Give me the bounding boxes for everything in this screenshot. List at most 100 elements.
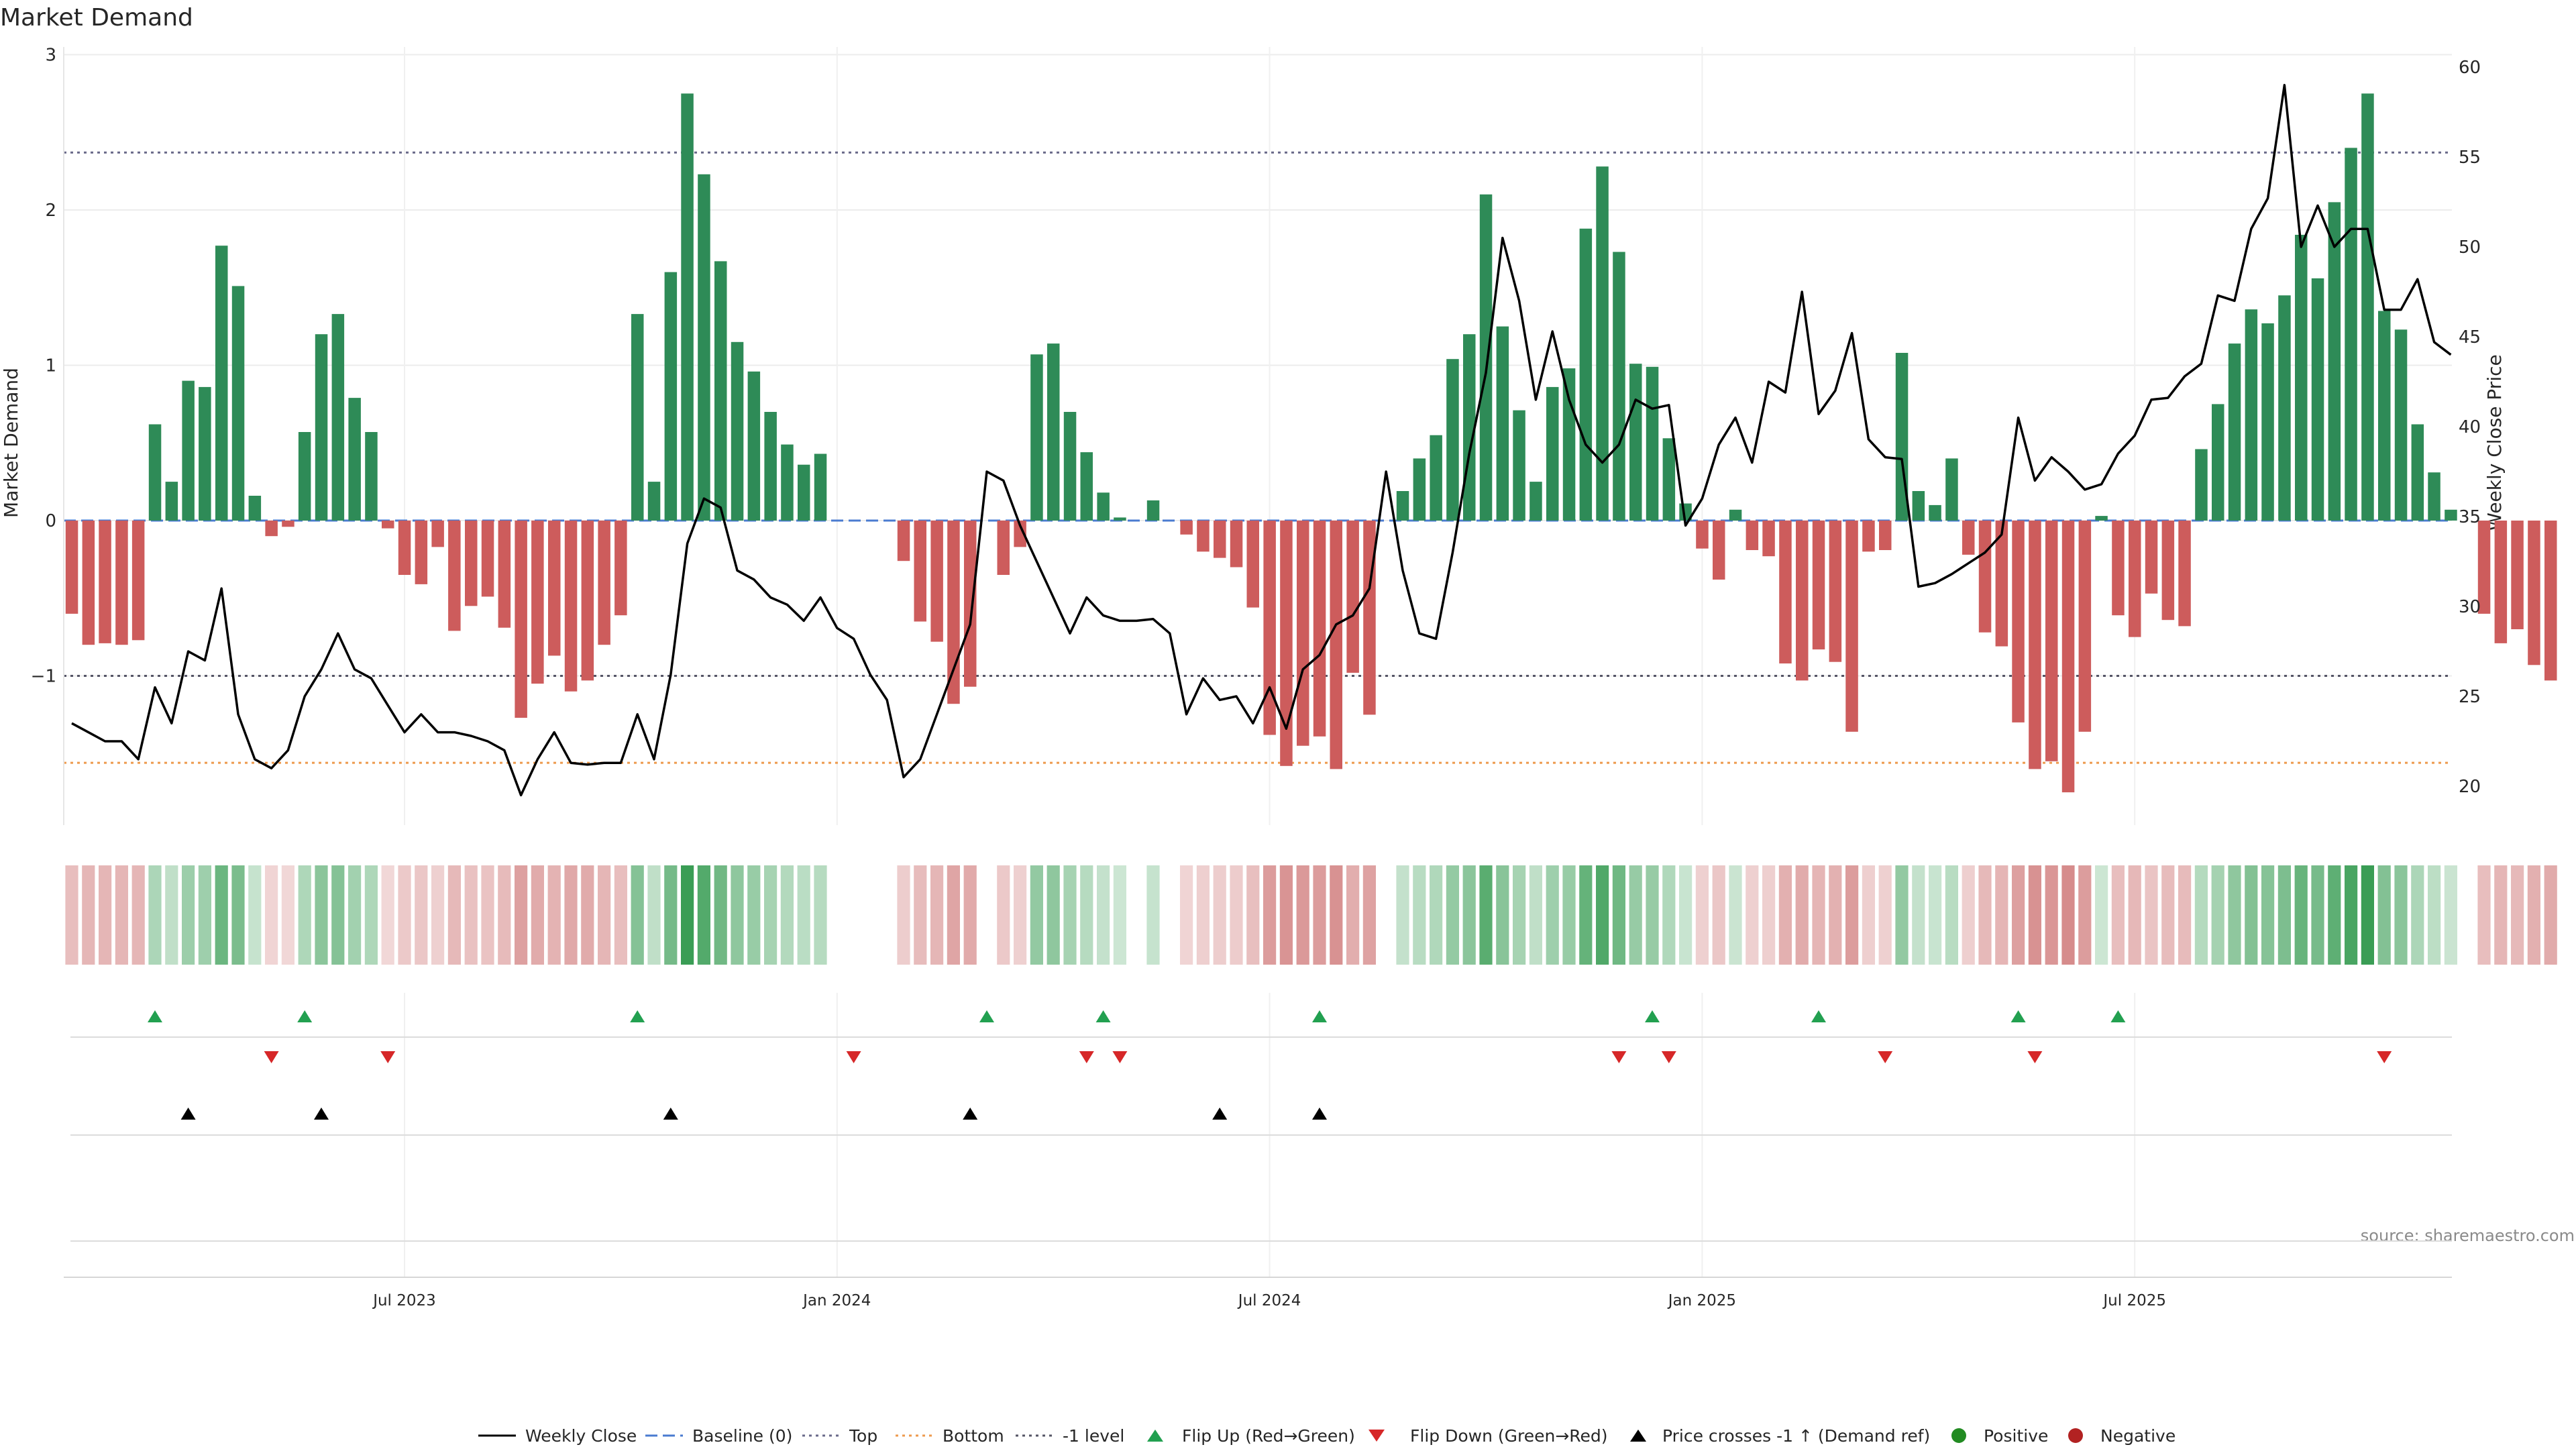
legend-negative-dot-icon [2068, 1428, 2083, 1443]
demand-bar [1246, 521, 1259, 608]
heat-cell [1945, 865, 1958, 965]
weekly-close-line-group [71, 84, 2452, 797]
axes: 3 2 1 0 −1 60 55 50 45 40 35 30 25 20 Jul 2023 Jan 2024… [31, 46, 2481, 1310]
demand-bar [964, 521, 977, 687]
heat-cell [930, 865, 944, 965]
reference-lines [64, 151, 2452, 764]
heat-cell [1496, 865, 1509, 965]
demand-bar [382, 521, 394, 529]
demand-bar [2245, 309, 2258, 521]
heat-cell [1030, 865, 1043, 965]
heat-cell [298, 865, 311, 965]
demand-bar [2345, 148, 2357, 521]
demand-bar [1662, 438, 1676, 521]
x-tick-label: Jan 2024 [802, 1292, 871, 1309]
heat-cell [2394, 865, 2408, 965]
heat-cell [2361, 865, 2374, 965]
price-cross-marker [314, 1108, 329, 1120]
demand-bar [914, 521, 926, 622]
heat-cell [415, 865, 428, 965]
y-tick-right-label: 35 [2459, 507, 2481, 527]
heat-cell [2477, 865, 2491, 965]
heat-cell [481, 865, 494, 965]
heat-cell [1362, 865, 1376, 965]
heat-cell [1695, 865, 1709, 965]
demand-bar [1796, 521, 1809, 681]
demand-bar [465, 521, 478, 606]
demand-bar [1030, 354, 1043, 521]
heat-cell [1446, 865, 1459, 965]
heat-cell [1413, 865, 1426, 965]
heat-cell [1795, 865, 1809, 965]
demand-bar [1047, 343, 1060, 521]
demand-bar [148, 424, 162, 521]
source-label: source: sharemaestro.com [2361, 1226, 2575, 1245]
heat-cell [2128, 865, 2141, 965]
demand-bar [1579, 228, 1593, 521]
demand-bar [1396, 491, 1409, 521]
demand-bar [1197, 521, 1210, 552]
demand-bar [1779, 521, 1792, 663]
y-tick-right-label: 25 [2459, 687, 2481, 707]
demand-bar [1080, 452, 1093, 521]
legend-flip-up-label: Flip Up (Red→Green) [1182, 1426, 1355, 1446]
demand-bar [2528, 521, 2540, 665]
flip-up-marker [1312, 1010, 1327, 1022]
heat-cell [963, 865, 977, 965]
heat-cell [714, 865, 727, 965]
heat-cell [2078, 865, 2092, 965]
legend-flip-down-triangle-icon [1368, 1430, 1385, 1442]
demand-bar [1829, 521, 1842, 662]
demand-bar [598, 521, 610, 645]
heat-cell [2311, 865, 2324, 965]
demand-bar [1562, 368, 1576, 521]
legend-baseline-label: Baseline (0) [692, 1426, 792, 1446]
demand-bar [947, 521, 960, 704]
heat-cell [2111, 865, 2125, 965]
heat-cell [1712, 865, 1725, 965]
demand-bar [1446, 359, 1459, 521]
flip-down-marker [1611, 1051, 1627, 1063]
demand-bar [614, 521, 627, 616]
heat-cell [1962, 865, 1975, 965]
demand-bar [1978, 521, 1992, 633]
heat-cell [2511, 865, 2524, 965]
heat-cell [564, 865, 578, 965]
heat-cell [1046, 865, 1060, 965]
flip-up-marker [1811, 1010, 1826, 1022]
demand-bar [331, 314, 345, 521]
heat-cell [547, 865, 561, 965]
legend-positive-dot-icon [1951, 1428, 1966, 1443]
demand-bar [1297, 521, 1309, 746]
heat-cell [1845, 865, 1859, 965]
demand-bar [348, 398, 361, 521]
heat-cell [897, 865, 910, 965]
demand-bar [2078, 521, 2092, 732]
heat-cell [1296, 865, 1309, 965]
legend-weekly-close-label: Weekly Close [525, 1426, 637, 1446]
demand-bar [814, 453, 827, 521]
heat-cell [1612, 865, 1625, 965]
demand-bar [515, 521, 527, 718]
demand-bar [315, 334, 328, 521]
heat-cell [1912, 865, 1925, 965]
demand-bar [2445, 509, 2457, 521]
demand-bars [65, 93, 2557, 793]
demand-bar [1063, 412, 1077, 521]
demand-bar [647, 482, 661, 521]
demand-bar [1180, 521, 1193, 535]
heat-cell [1246, 865, 1260, 965]
heat-cell [498, 865, 511, 965]
heat-cell [2178, 865, 2192, 965]
demand-bar [1513, 410, 1525, 521]
heat-cell [1097, 865, 1110, 965]
demand-bar [764, 412, 777, 521]
heat-cell [1862, 865, 1875, 965]
heat-cell [1279, 865, 1293, 965]
heat-cell [315, 865, 328, 965]
demand-bar [2295, 235, 2308, 521]
demand-bar [1346, 521, 1359, 673]
y-tick-right-label: 55 [2459, 148, 2481, 168]
heat-cell [1762, 865, 1776, 965]
heat-cell [1430, 865, 1443, 965]
